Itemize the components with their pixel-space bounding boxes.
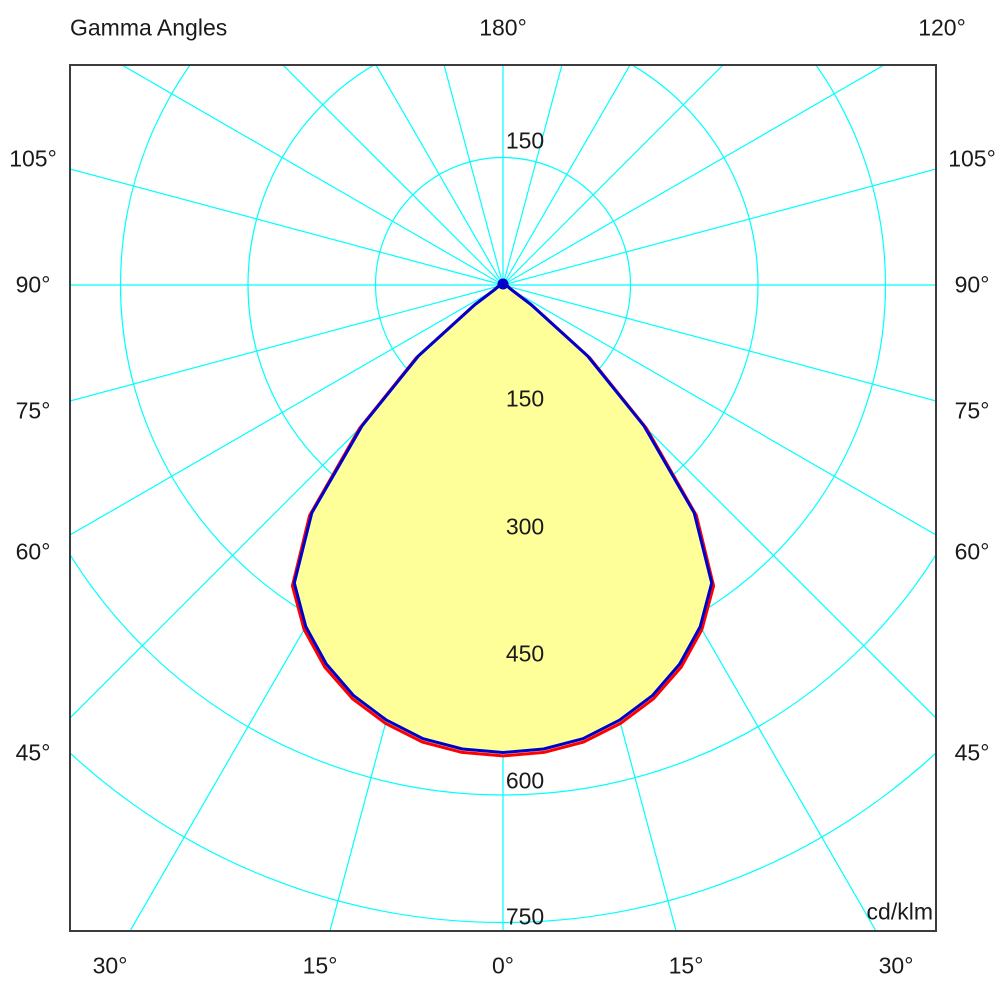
gamma-angle-label-bottom-30: 30° [878, 952, 914, 979]
ring-value-label-150-y141: 150 [505, 127, 545, 154]
ring-value-label-750-y917: 750 [505, 903, 545, 930]
gamma-angle-label-right-105: 105° [948, 145, 996, 172]
unit-label: cd/klm [866, 898, 933, 925]
ring-value-label-300-y527: 300 [505, 513, 545, 540]
grid-ray-75 [502, 284, 936, 402]
grid-ray-135 [502, 65, 724, 286]
grid-ray-300 [70, 284, 504, 536]
gamma-angle-label-left-75: 75° [15, 397, 51, 424]
gamma-angle-label-left-60: 60° [15, 538, 51, 565]
gamma-angle-label-bottom-0: 0° [492, 952, 514, 979]
grid-ray-165 [502, 65, 563, 286]
gamma-angle-label-right-75: 75° [954, 397, 990, 424]
ring-value-label-600-y781: 600 [505, 767, 545, 794]
grid-ray-60 [502, 284, 936, 536]
gamma-angle-label-top-120: 120° [918, 14, 966, 41]
grid-ray-195 [443, 65, 504, 286]
gamma-angle-label-right-90: 90° [954, 271, 990, 298]
curve-apex-dot [497, 278, 509, 290]
grid-ray-225 [282, 65, 504, 286]
gamma-angle-label-right-45: 45° [954, 739, 990, 766]
grid-ray-210 [375, 65, 504, 286]
gamma-angle-label-bottom-15: 15° [668, 952, 704, 979]
grid-ray-120 [502, 65, 886, 286]
ring-value-label-150-y399: 150 [505, 385, 545, 412]
gamma-angle-label-left-105: 105° [9, 145, 57, 172]
grid-ray-150 [502, 65, 631, 286]
intensity-curve-C0-C180 [292, 283, 714, 754]
grid-ray-285 [70, 284, 504, 402]
gamma-angle-label-top-180: 180° [479, 14, 527, 41]
gamma-angle-label-left-90: 90° [15, 271, 51, 298]
grid-ray-105 [502, 168, 936, 286]
gamma-angle-label-bottom-15: 15° [302, 952, 338, 979]
ring-value-label-450-y654: 450 [505, 640, 545, 667]
plot-frame [69, 64, 937, 932]
gamma-angle-label-left-45: 45° [15, 739, 51, 766]
grid-ray-240 [120, 65, 504, 286]
chart-title: Gamma Angles [70, 14, 228, 41]
gamma-angle-label-bottom-30: 30° [92, 952, 128, 979]
grid-ray-255 [70, 168, 504, 286]
gamma-angle-label-right-60: 60° [954, 538, 990, 565]
